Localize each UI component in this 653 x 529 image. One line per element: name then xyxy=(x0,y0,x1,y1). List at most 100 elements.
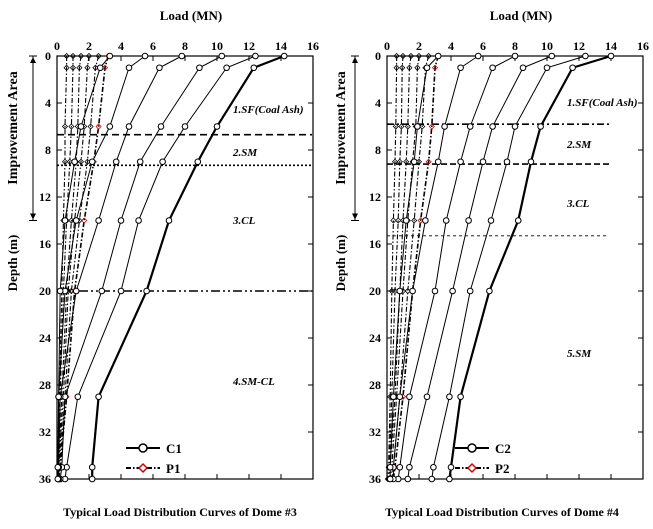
p-series-point xyxy=(407,52,415,60)
p-series-point xyxy=(396,158,403,165)
c-series-point xyxy=(112,158,120,166)
c-series-point xyxy=(441,123,448,130)
plot-frame xyxy=(56,55,314,480)
x-tick-label: 8 xyxy=(512,39,518,53)
x-tick-label: 2 xyxy=(416,39,422,53)
c-series-point xyxy=(88,158,96,166)
c-series-point xyxy=(125,64,133,72)
c-series-point xyxy=(548,52,556,60)
p-series-point xyxy=(84,64,91,71)
x-tick-label: 0 xyxy=(384,39,390,53)
legend-marker-diamond xyxy=(466,462,478,474)
c-series-point xyxy=(607,52,615,60)
plot-frame xyxy=(386,55,644,480)
improvement-area-label: Improvement Area xyxy=(6,71,21,184)
c-series-point xyxy=(157,123,165,130)
c-series-point xyxy=(54,463,62,471)
c-series-point xyxy=(280,52,288,60)
p-series-point xyxy=(395,217,402,224)
arrow-head xyxy=(352,57,358,63)
p-series-point xyxy=(76,64,83,71)
x-axis-title: Load (MN) xyxy=(490,8,552,23)
legend-label: C2 xyxy=(495,441,511,456)
p-series-point xyxy=(391,158,399,165)
c-series-point xyxy=(165,217,173,224)
c-series-point xyxy=(519,64,527,72)
c-series-point xyxy=(457,64,464,72)
c-series-point xyxy=(410,158,418,166)
c-series-point xyxy=(486,287,493,295)
soil-layer-label: 2.SM xyxy=(232,147,258,159)
c-series-point xyxy=(181,123,189,130)
c-series-point xyxy=(543,64,551,72)
p-series-line xyxy=(391,55,430,480)
c-series-point xyxy=(457,393,464,401)
c-series-point xyxy=(487,217,495,224)
x-tick-label: 0 xyxy=(54,39,60,53)
c-series-point xyxy=(431,287,439,295)
p-series-point xyxy=(95,52,102,60)
p-series-point xyxy=(63,64,70,71)
c-series-point xyxy=(106,52,114,60)
y-tick-label: 4 xyxy=(45,96,51,110)
c-series-point xyxy=(71,158,78,166)
x-tick-label: 12 xyxy=(243,39,255,53)
c-series-point xyxy=(125,123,133,130)
legend-marker-diamond xyxy=(137,462,149,474)
c-series-point xyxy=(98,287,106,295)
p-series-point xyxy=(406,64,413,71)
p-series-point xyxy=(61,123,69,130)
c-series-point xyxy=(252,52,259,60)
x-tick-label: 14 xyxy=(275,39,287,53)
x-tick-label: 12 xyxy=(573,39,585,53)
p-series-point xyxy=(61,158,69,165)
c-series-point xyxy=(55,393,62,401)
c-series-point xyxy=(95,217,102,224)
x-tick-label: 6 xyxy=(150,39,156,53)
p-series-point xyxy=(69,64,77,71)
c-series-point xyxy=(537,123,544,130)
c-series-point xyxy=(434,52,442,60)
c-series-point xyxy=(54,475,62,483)
p-series-point xyxy=(393,52,400,60)
p-series-point xyxy=(85,52,93,60)
arrow-head xyxy=(30,213,36,220)
c-series-point xyxy=(489,64,496,72)
c-series-point xyxy=(447,463,455,471)
c-series-point xyxy=(396,463,404,471)
c-series-point xyxy=(396,287,404,295)
x-axis-title: Load (MN) xyxy=(160,8,222,23)
c-series-point xyxy=(156,64,163,72)
y-tick-label: 20 xyxy=(39,284,51,298)
c-series-point xyxy=(143,287,150,295)
c-series-point xyxy=(96,64,104,72)
c-series-point xyxy=(196,64,203,72)
c-series-point xyxy=(390,393,397,401)
c-series-point xyxy=(466,123,474,130)
c-series-line xyxy=(64,55,256,480)
y-tick-label: 28 xyxy=(369,378,381,392)
x-tick-label: 16 xyxy=(637,39,649,53)
c-series-point xyxy=(527,158,535,166)
c-series-point xyxy=(442,217,450,224)
c-series-point xyxy=(474,52,482,60)
p-series-point xyxy=(403,158,410,165)
p-series-point xyxy=(431,64,439,71)
arrow-head xyxy=(352,213,358,220)
c-series-point xyxy=(422,217,429,224)
c-series-point xyxy=(428,475,436,483)
p-series-point xyxy=(415,52,423,60)
legend-label: P2 xyxy=(495,461,509,476)
soil-layer-label: 1.SF(Coal Ash) xyxy=(567,97,638,109)
arrow-head xyxy=(30,57,36,63)
c-series-point xyxy=(404,475,412,483)
p-series-point xyxy=(87,123,94,130)
p-series-point xyxy=(77,52,85,60)
c-series-point xyxy=(582,52,589,60)
c-series-point xyxy=(218,52,226,60)
x-tick-label: 4 xyxy=(448,39,454,53)
